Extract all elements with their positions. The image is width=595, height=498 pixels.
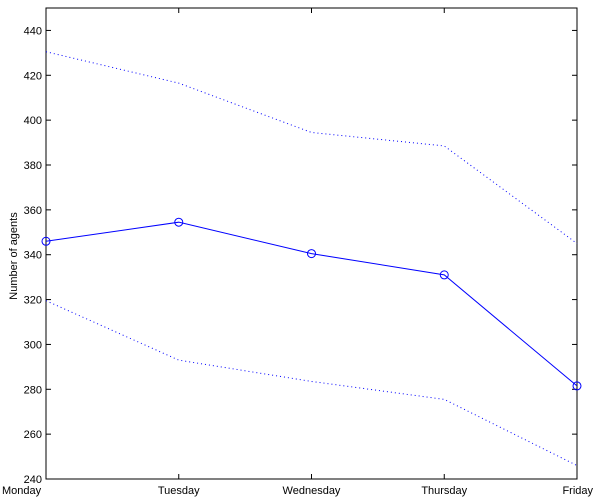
y-axis: 240 260 280 300 320 340 360 380 400 420 440 [24, 25, 577, 486]
y-tick-label: 420 [24, 70, 42, 82]
series-line-lower-bound [45, 300, 578, 466]
data-point [174, 217, 184, 227]
data-point [307, 249, 316, 259]
data-point [572, 381, 582, 391]
data-point [41, 236, 51, 246]
y-tick-label: 360 [24, 205, 42, 217]
y-tick-label: 240 [24, 474, 42, 486]
y-axis-label: Number of agents [8, 212, 20, 300]
x-tick-label: Friday [562, 485, 593, 497]
x-tick-label: Tuesday [158, 485, 200, 497]
data-point [439, 270, 449, 280]
x-axis: Monday Tuesday Wednesday Thursday Friday [2, 8, 593, 497]
y-tick-label: 260 [24, 429, 42, 441]
y-tick-label: 380 [24, 160, 42, 172]
series-layer [41, 51, 582, 466]
x-tick-label: Wednesday [283, 485, 341, 497]
plot-frame [45, 7, 578, 480]
y-tick-label: 440 [24, 25, 42, 37]
y-tick-label: 320 [24, 295, 42, 307]
y-tick-label: 340 [24, 250, 42, 262]
y-tick-label: 280 [24, 384, 42, 396]
y-tick-label: 400 [24, 115, 42, 127]
x-tick-label: Monday [2, 485, 42, 497]
x-tick-label: Thursday [421, 485, 467, 497]
series-line-main [45, 221, 578, 387]
y-tick-label: 300 [24, 339, 42, 351]
plot-area [45, 7, 578, 480]
